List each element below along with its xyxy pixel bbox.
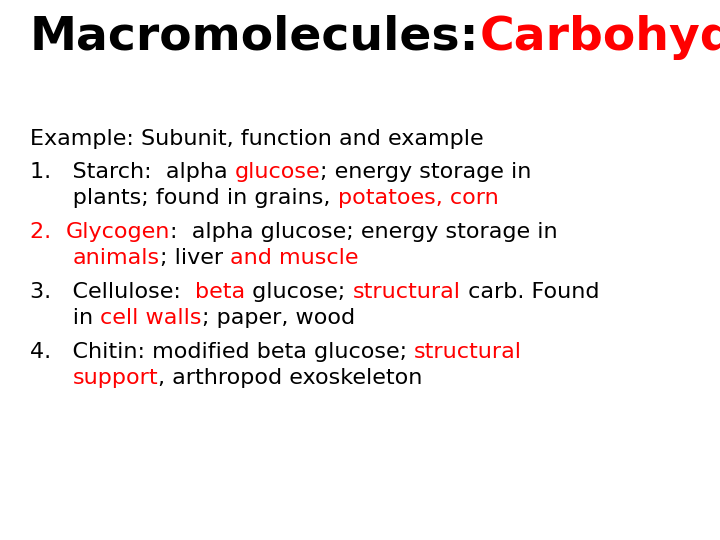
Text: potatoes, corn: potatoes, corn <box>338 188 498 208</box>
Text: carb. Found: carb. Found <box>461 282 599 302</box>
Text: structural: structural <box>353 282 461 302</box>
Text: 1.   Starch:  alpha: 1. Starch: alpha <box>30 162 235 182</box>
Text: cell walls: cell walls <box>100 308 202 328</box>
Text: , arthropod exoskeleton: , arthropod exoskeleton <box>158 368 423 388</box>
Text: beta: beta <box>195 282 246 302</box>
Text: support: support <box>73 368 158 388</box>
Text: and muscle: and muscle <box>230 248 359 268</box>
Text: 4.   Chitin: modified beta glucose;: 4. Chitin: modified beta glucose; <box>30 342 414 362</box>
Text: Macromolecules:: Macromolecules: <box>30 15 480 60</box>
Text: Carbohydrates: Carbohydrates <box>480 15 720 60</box>
Text: 3.   Cellulose:: 3. Cellulose: <box>30 282 195 302</box>
Text: Glycogen: Glycogen <box>66 222 170 242</box>
Text: glucose;: glucose; <box>246 282 353 302</box>
Text: ; energy storage in: ; energy storage in <box>320 162 532 182</box>
Text: ; paper, wood: ; paper, wood <box>202 308 355 328</box>
Text: Example: Subunit, function and example: Example: Subunit, function and example <box>30 129 484 149</box>
Text: animals: animals <box>73 248 160 268</box>
Text: structural: structural <box>414 342 522 362</box>
Text: :  alpha glucose; energy storage in: : alpha glucose; energy storage in <box>170 222 557 242</box>
Text: 2.: 2. <box>30 222 66 242</box>
Text: plants; found in grains,: plants; found in grains, <box>30 188 338 208</box>
Text: in: in <box>30 308 100 328</box>
Text: glucose: glucose <box>235 162 320 182</box>
Text: ; liver: ; liver <box>160 248 230 268</box>
